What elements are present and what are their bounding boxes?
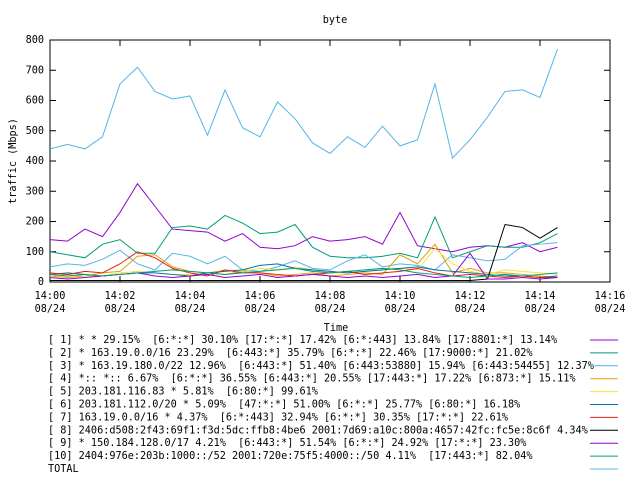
y-tick-label: 300 [26, 186, 44, 197]
series-line [49, 243, 558, 278]
chart-title: byte [323, 15, 348, 26]
x-tick-label: 14:10 08/24 [385, 291, 416, 315]
legend-label: [ 5] 203.181.116.83 * 5.81% [6:80:*] 99.… [48, 387, 318, 398]
y-tick-label: 500 [26, 126, 44, 137]
y-tick-label: 800 [26, 35, 44, 46]
y-tick-label: 100 [26, 247, 44, 258]
series-line [49, 48, 558, 159]
x-tick-label: 14:16 08/24 [595, 291, 626, 315]
legend-label: [ 4] *:: *:: 6.67% [6:*:*] 36.55% [6:443… [48, 374, 575, 385]
series-line [49, 214, 558, 259]
x-tick-label: 14:12 08/24 [455, 291, 486, 315]
legend-label: [ 7] 163.19.0.0/16 * 4.37% [6:*:443] 32.… [48, 412, 508, 423]
x-tick-label: 14:04 08/24 [175, 291, 206, 315]
legend-label: [ 6] 203.181.112.0/20 * 5.09% [47:*:*] 5… [48, 400, 520, 411]
x-tick-label: 14:02 08/24 [105, 291, 136, 315]
series-line [49, 248, 558, 277]
y-tick-label: 200 [26, 217, 44, 228]
legend-label: [ 2] * 163.19.0.0/16 23.29% [6:443:*] 35… [48, 348, 533, 359]
legend-label: [ 9] * 150.184.128.0/17 4.21% [6:443:*] … [48, 438, 526, 449]
y-axis-label: traffic (Mbps) [8, 118, 19, 204]
series-line [50, 223, 558, 281]
y-tick-label: 400 [26, 156, 44, 167]
series-line [49, 267, 558, 278]
legend-label: TOTAL [48, 464, 79, 475]
y-tick-label: 0 [38, 277, 44, 288]
series-line [49, 182, 558, 253]
legend-label: [ 1] * * 29.15% [6:*:*] 30.10% [17:*:*] … [48, 335, 557, 346]
x-tick-label: 14:06 08/24 [245, 291, 276, 315]
legend-label: [ 8] 2406:d508:2f43:69f1:f3d:5dc:ffb8:4b… [48, 425, 588, 436]
y-tick-label: 700 [26, 65, 44, 76]
legend-label: [10] 2404:976e:203b:1000::/52 2001:720e:… [48, 451, 533, 462]
x-tick-label: 14:08 08/24 [315, 291, 346, 315]
x-tick-label: 14:14 08/24 [525, 291, 556, 315]
x-tick-label: 14:00 08/24 [35, 291, 66, 315]
legend-label: [ 3] * 163.19.180.0/22 12.96% [6:443:*] … [48, 361, 594, 372]
x-axis-label: Time [324, 323, 349, 334]
y-tick-label: 600 [26, 96, 44, 107]
